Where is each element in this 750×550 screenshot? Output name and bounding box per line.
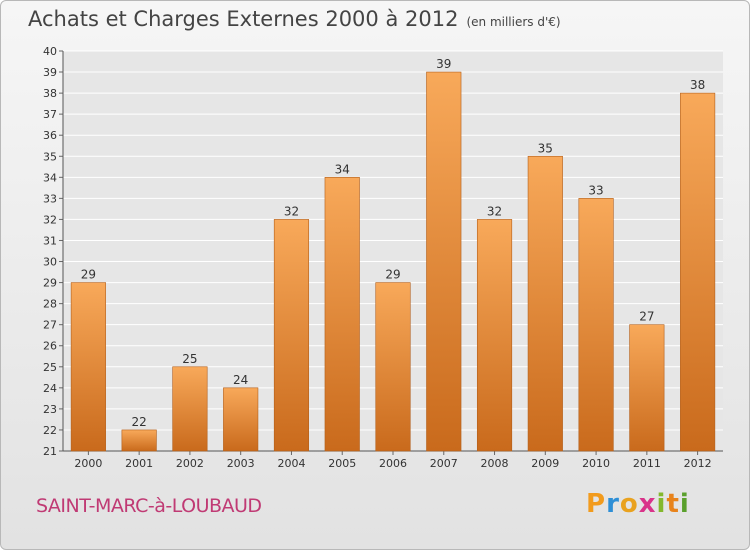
y-tick-label: 35 xyxy=(43,150,57,163)
bar-2010 xyxy=(578,198,614,452)
logo-letter: r xyxy=(606,489,620,519)
bar-2003 xyxy=(223,387,259,452)
y-tick-label: 26 xyxy=(43,340,57,353)
logo-letter: t xyxy=(666,489,680,519)
y-tick-label: 30 xyxy=(43,256,57,269)
x-tick-label: 2005 xyxy=(328,457,356,470)
data-label: 29 xyxy=(385,268,400,282)
x-tick-label: 2000 xyxy=(74,457,102,470)
data-label: 22 xyxy=(132,415,147,429)
chart-title-text: Achats et Charges Externes 2000 à 2012 xyxy=(28,7,459,31)
y-tick-label: 38 xyxy=(43,87,57,100)
bar-2001 xyxy=(121,429,157,452)
y-tick-label: 36 xyxy=(43,129,57,142)
x-tick-label: 2011 xyxy=(633,457,661,470)
y-tick-label: 24 xyxy=(43,382,57,395)
bar-2008 xyxy=(476,219,513,452)
x-tick-label: 2007 xyxy=(430,457,458,470)
y-tick-label: 21 xyxy=(43,445,57,458)
y-tick-label: 31 xyxy=(43,234,57,247)
x-tick-label: 2010 xyxy=(582,457,610,470)
chart-title: Achats et Charges Externes 2000 à 2012 (e… xyxy=(28,7,561,31)
x-tick-label: 2004 xyxy=(277,457,305,470)
y-tick-label: 22 xyxy=(43,424,57,437)
y-tick-label: 29 xyxy=(43,277,57,290)
data-label: 33 xyxy=(588,183,603,197)
data-label: 32 xyxy=(284,204,299,218)
x-tick-label: 2003 xyxy=(227,457,255,470)
logo-letter: i xyxy=(679,489,690,519)
y-tick-label: 40 xyxy=(43,45,57,58)
data-label: 24 xyxy=(233,373,248,387)
proxiti-logo: Proxiti xyxy=(586,489,690,519)
data-label: 35 xyxy=(538,141,553,155)
data-label: 29 xyxy=(81,268,96,282)
y-tick-label: 33 xyxy=(43,192,57,205)
bar-2000 xyxy=(70,282,106,452)
y-tick-label: 37 xyxy=(43,108,57,121)
y-tick-label: 27 xyxy=(43,319,57,332)
y-tick-label: 25 xyxy=(43,361,57,374)
y-tick-label: 28 xyxy=(43,298,57,311)
bar-2006 xyxy=(375,282,411,452)
logo-letter: i xyxy=(656,489,667,519)
x-tick-label: 2012 xyxy=(684,457,712,470)
logo-letter: P xyxy=(586,489,607,519)
data-label: 39 xyxy=(436,57,451,71)
x-tick-label: 2001 xyxy=(125,457,153,470)
data-label: 27 xyxy=(639,310,654,324)
x-tick-label: 2009 xyxy=(531,457,559,470)
bar-2002 xyxy=(172,366,208,452)
chart-unit: (en milliers d'€) xyxy=(466,15,561,29)
bar-2011 xyxy=(629,324,665,452)
bar-2012 xyxy=(680,92,716,452)
y-tick-label: 39 xyxy=(43,66,57,79)
town-name: SAINT-MARC-à-LOUBAUD xyxy=(36,495,262,517)
data-label: 38 xyxy=(690,78,705,92)
data-label: 34 xyxy=(335,162,350,176)
x-tick-label: 2002 xyxy=(176,457,204,470)
y-tick-label: 23 xyxy=(43,403,57,416)
data-label: 32 xyxy=(487,204,502,218)
bar-2004 xyxy=(273,219,310,452)
y-tick-label: 32 xyxy=(43,213,57,226)
y-tick-label: 34 xyxy=(43,171,57,184)
bar-2007 xyxy=(426,71,462,452)
logo-letter: o xyxy=(619,489,639,519)
logo-letter: x xyxy=(638,489,657,519)
data-label: 25 xyxy=(182,352,197,366)
x-tick-label: 2006 xyxy=(379,457,407,470)
bar-2009 xyxy=(527,155,563,452)
x-tick-label: 2008 xyxy=(481,457,509,470)
bar-2005 xyxy=(324,177,360,452)
